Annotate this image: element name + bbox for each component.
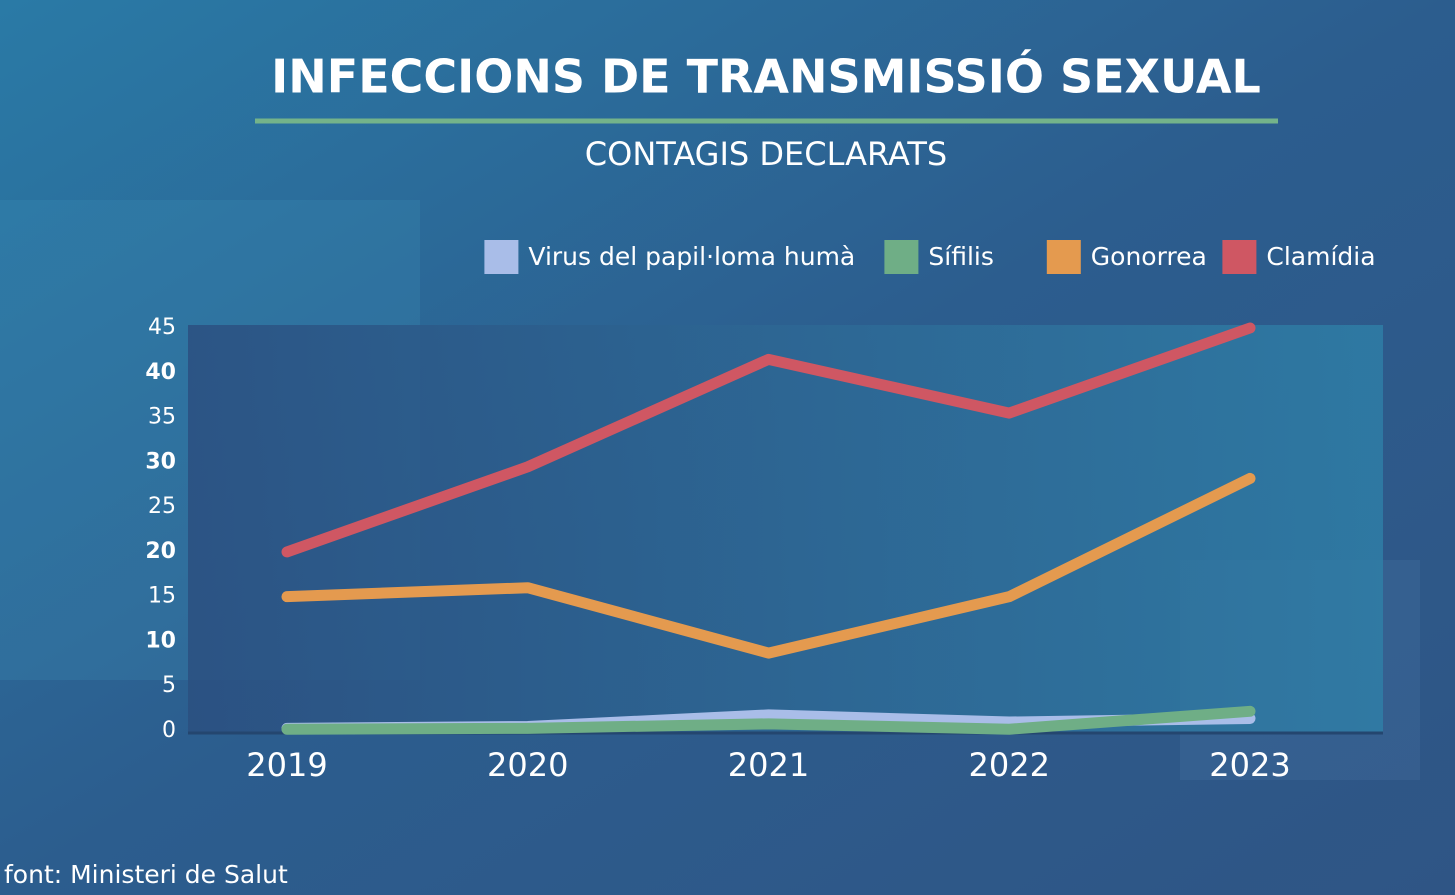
y-tick-label: 0 xyxy=(162,718,176,743)
legend-swatch xyxy=(1046,240,1081,274)
plot-area xyxy=(188,325,1383,733)
series-line xyxy=(281,322,1256,558)
legend-label: Virus del papil·loma humà xyxy=(528,242,855,271)
x-tick-label: 2020 xyxy=(487,746,568,784)
y-tick-label: 40 xyxy=(145,360,176,385)
y-tick-label: 35 xyxy=(148,405,176,430)
chart-subtitle: CONTAGIS DECLARATS xyxy=(585,135,947,173)
x-tick-label: 2019 xyxy=(246,746,327,784)
y-tick-label: 30 xyxy=(145,449,176,474)
series-line xyxy=(281,472,1256,659)
legend-label: Gonorrea xyxy=(1091,242,1207,271)
y-tick-label: 20 xyxy=(145,539,176,564)
source-note: font: Ministeri de Salut xyxy=(4,860,288,889)
legend-swatch xyxy=(884,240,919,274)
y-tick-label: 15 xyxy=(148,584,176,609)
y-tick-label: 10 xyxy=(145,628,176,653)
y-tick-label: 5 xyxy=(162,673,176,698)
series-line xyxy=(281,705,1256,735)
x-tick-label: 2023 xyxy=(1209,746,1290,784)
x-tick-label: 2021 xyxy=(728,746,809,784)
legend-label: Sífilis xyxy=(928,242,993,271)
legend-swatch xyxy=(1222,240,1257,274)
legend-swatch xyxy=(484,240,519,274)
legend-label: Clamídia xyxy=(1266,242,1375,271)
y-tick-label: 45 xyxy=(148,315,176,340)
y-tick-label: 25 xyxy=(148,494,176,519)
chart-title: INFECCIONS DE TRANSMISSIÓ SEXUAL xyxy=(271,50,1261,104)
x-tick-label: 2022 xyxy=(969,746,1050,784)
